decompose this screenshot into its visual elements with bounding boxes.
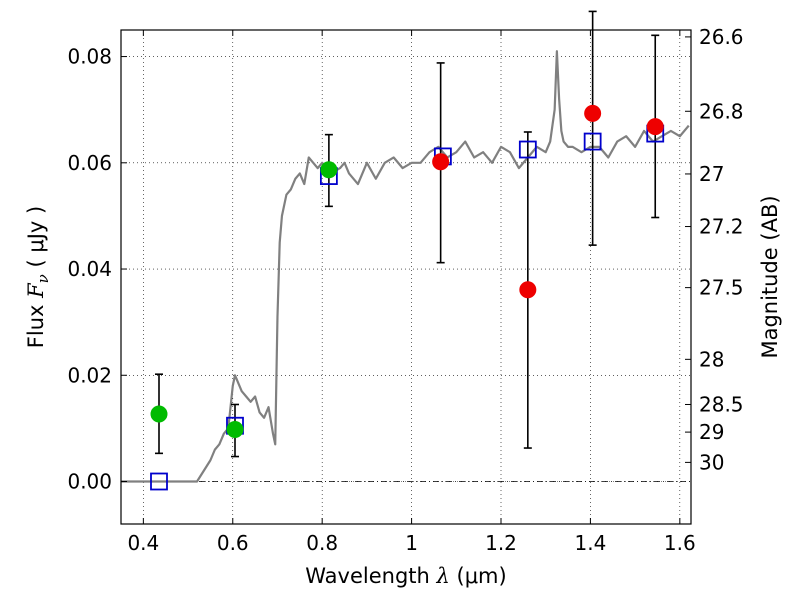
- observed-photometry-point: [226, 420, 244, 438]
- axes-frame: [120, 29, 692, 525]
- y-axis-label-prefix: Flux: [24, 298, 48, 348]
- right-tick-label: 29: [699, 420, 724, 444]
- right-tick-label: 30: [699, 450, 724, 474]
- right-tick-label: 26.8: [699, 99, 744, 123]
- y-axis-label-sub: ν: [34, 274, 52, 283]
- y-axis-ticks: 0.00 0.02 0.04 0.06 0.08: [67, 45, 127, 494]
- y-tick-label: 0.04: [67, 257, 112, 281]
- observed-photometry-point: [519, 281, 537, 299]
- right-tick-label: 26.6: [699, 25, 744, 49]
- right-tick-label: 27: [699, 162, 724, 186]
- x-axis-label-symbol: λ: [436, 564, 450, 588]
- y-axis-label-symbol: F: [24, 282, 48, 299]
- model-photometry-square: [518, 140, 537, 159]
- x-tick-label: 1: [405, 531, 418, 555]
- observed-photometry-point: [320, 161, 338, 179]
- model-photometry-square: [150, 472, 168, 491]
- right-tick-label: 28.5: [699, 392, 744, 416]
- observed-photometry-point: [150, 405, 168, 423]
- x-axis-label-unit: (μm): [450, 564, 507, 588]
- model-spectrum-line: [121, 50, 690, 483]
- right-tick-label: 27.2: [699, 215, 744, 239]
- right-axis-label: Magnitude (AB): [758, 195, 782, 358]
- x-tick-label: 0.6: [217, 531, 249, 555]
- y-tick-label: 0.08: [67, 45, 112, 69]
- observed-photometry-point: [584, 104, 602, 122]
- x-tick-label: 1.6: [664, 531, 696, 555]
- model-photometry-square: [583, 132, 602, 151]
- right-axis-ticks: 26.6 26.8 27 27.2 27.5 28 28.5 29 30: [685, 25, 744, 474]
- x-tick-label: 0.8: [306, 531, 338, 555]
- x-tick-label: 1.2: [485, 531, 517, 555]
- y-axis-label: Flux Fν ( μJy ): [24, 206, 52, 348]
- x-axis-label: Wavelength λ (μm): [305, 564, 506, 588]
- plot-area: [121, 10, 690, 491]
- grid-lines: [121, 30, 691, 524]
- y-tick-label: 0.00: [67, 470, 112, 494]
- y-tick-label: 0.02: [67, 363, 112, 387]
- x-axis-ticks: 0.4 0.6 0.8 1 1.2 1.4 1.6: [127, 30, 696, 555]
- y-tick-label: 0.06: [67, 151, 112, 175]
- right-tick-label: 28: [699, 347, 724, 371]
- x-axis-label-prefix: Wavelength: [305, 564, 436, 588]
- x-tick-label: 0.4: [127, 531, 159, 555]
- y-axis-label-unit: ( μJy ): [24, 206, 48, 274]
- x-tick-label: 1.4: [575, 531, 607, 555]
- observed-photometry-point: [432, 153, 450, 171]
- observed-photometry-point: [646, 118, 664, 136]
- right-tick-label: 27.5: [699, 276, 744, 300]
